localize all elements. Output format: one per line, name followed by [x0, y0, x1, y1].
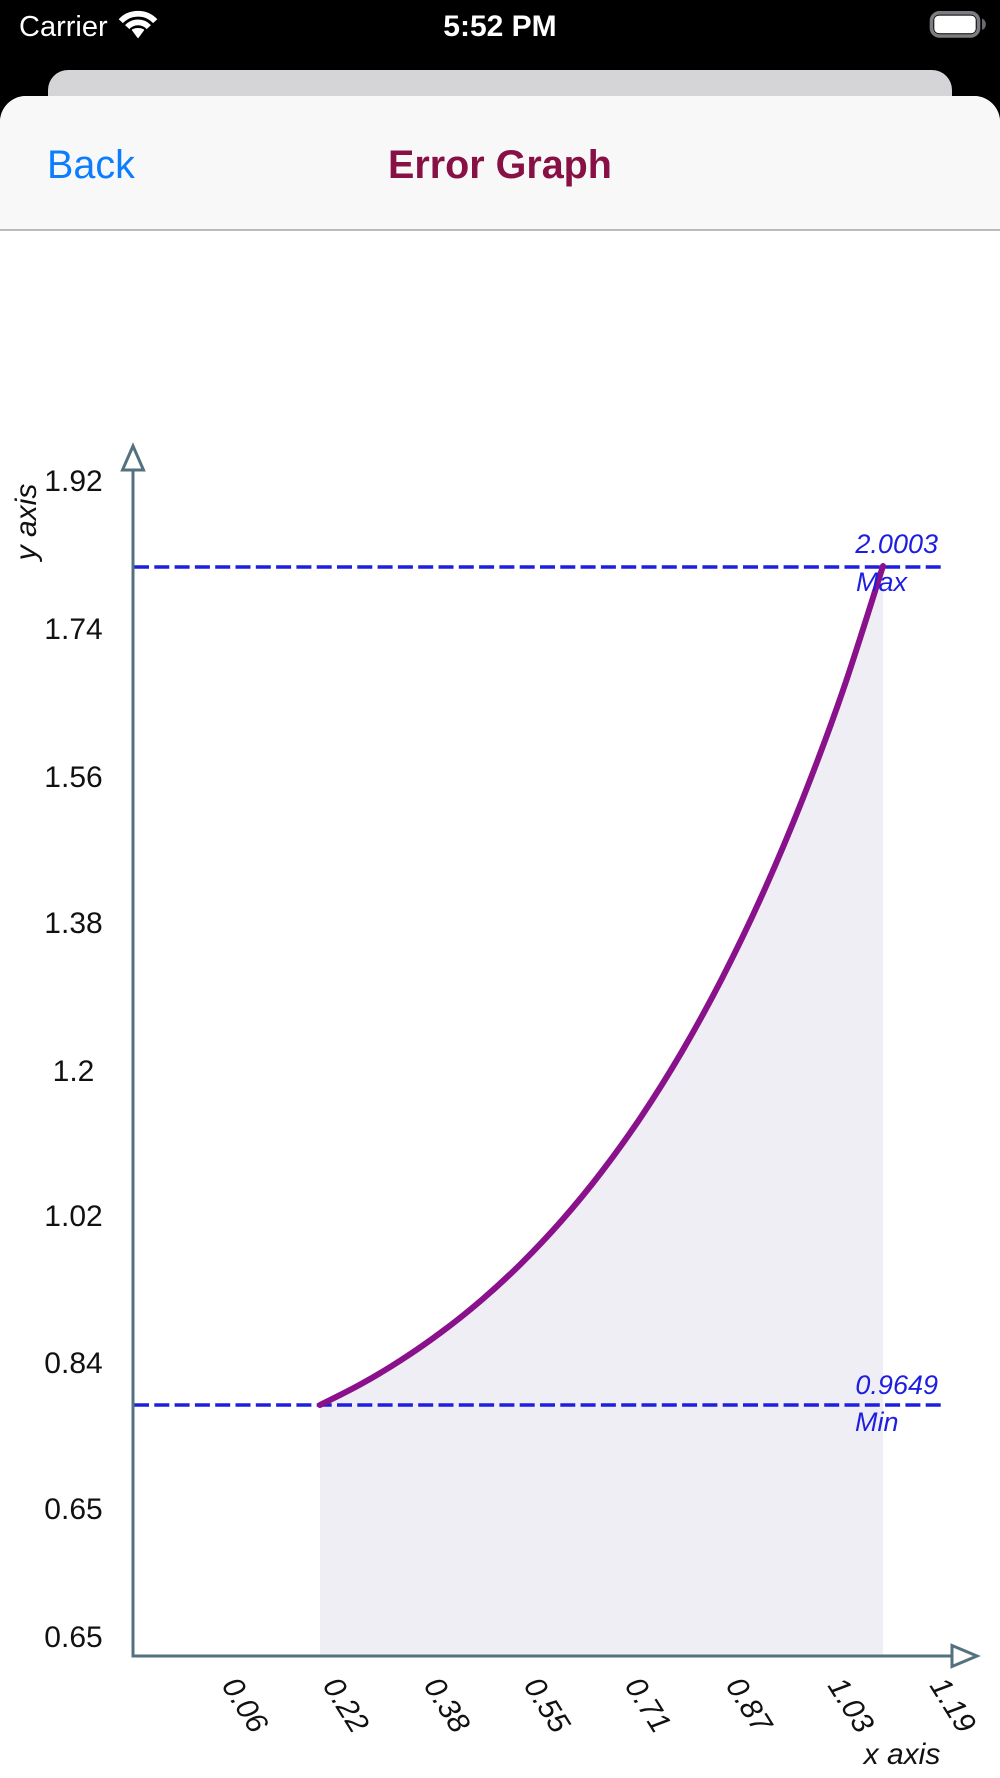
svg-text:Min: Min — [855, 1407, 899, 1437]
svg-text:0.55: 0.55 — [517, 1672, 576, 1739]
svg-text:0.9649: 0.9649 — [855, 1370, 938, 1400]
svg-text:1.74: 1.74 — [44, 613, 102, 646]
svg-text:0.84: 0.84 — [44, 1347, 102, 1380]
svg-text:0.38: 0.38 — [417, 1672, 476, 1739]
svg-text:1.38: 1.38 — [44, 907, 102, 940]
svg-text:0.65: 0.65 — [44, 1493, 102, 1526]
svg-text:0.71: 0.71 — [618, 1672, 677, 1739]
svg-text:1.2: 1.2 — [53, 1055, 95, 1088]
svg-text:0.65: 0.65 — [44, 1621, 102, 1654]
svg-text:1.19: 1.19 — [923, 1672, 982, 1739]
svg-text:2.0003: 2.0003 — [854, 529, 938, 559]
svg-text:Max: Max — [856, 567, 909, 597]
svg-text:1.03: 1.03 — [821, 1672, 880, 1739]
svg-text:y axis: y axis — [10, 484, 43, 563]
svg-text:x axis: x axis — [862, 1738, 941, 1771]
svg-text:0.87: 0.87 — [719, 1672, 779, 1740]
svg-text:1.92: 1.92 — [44, 465, 102, 498]
svg-text:1.02: 1.02 — [44, 1200, 102, 1233]
svg-text:0.22: 0.22 — [316, 1672, 375, 1739]
svg-text:1.56: 1.56 — [44, 761, 102, 794]
svg-text:0.06: 0.06 — [215, 1672, 274, 1739]
